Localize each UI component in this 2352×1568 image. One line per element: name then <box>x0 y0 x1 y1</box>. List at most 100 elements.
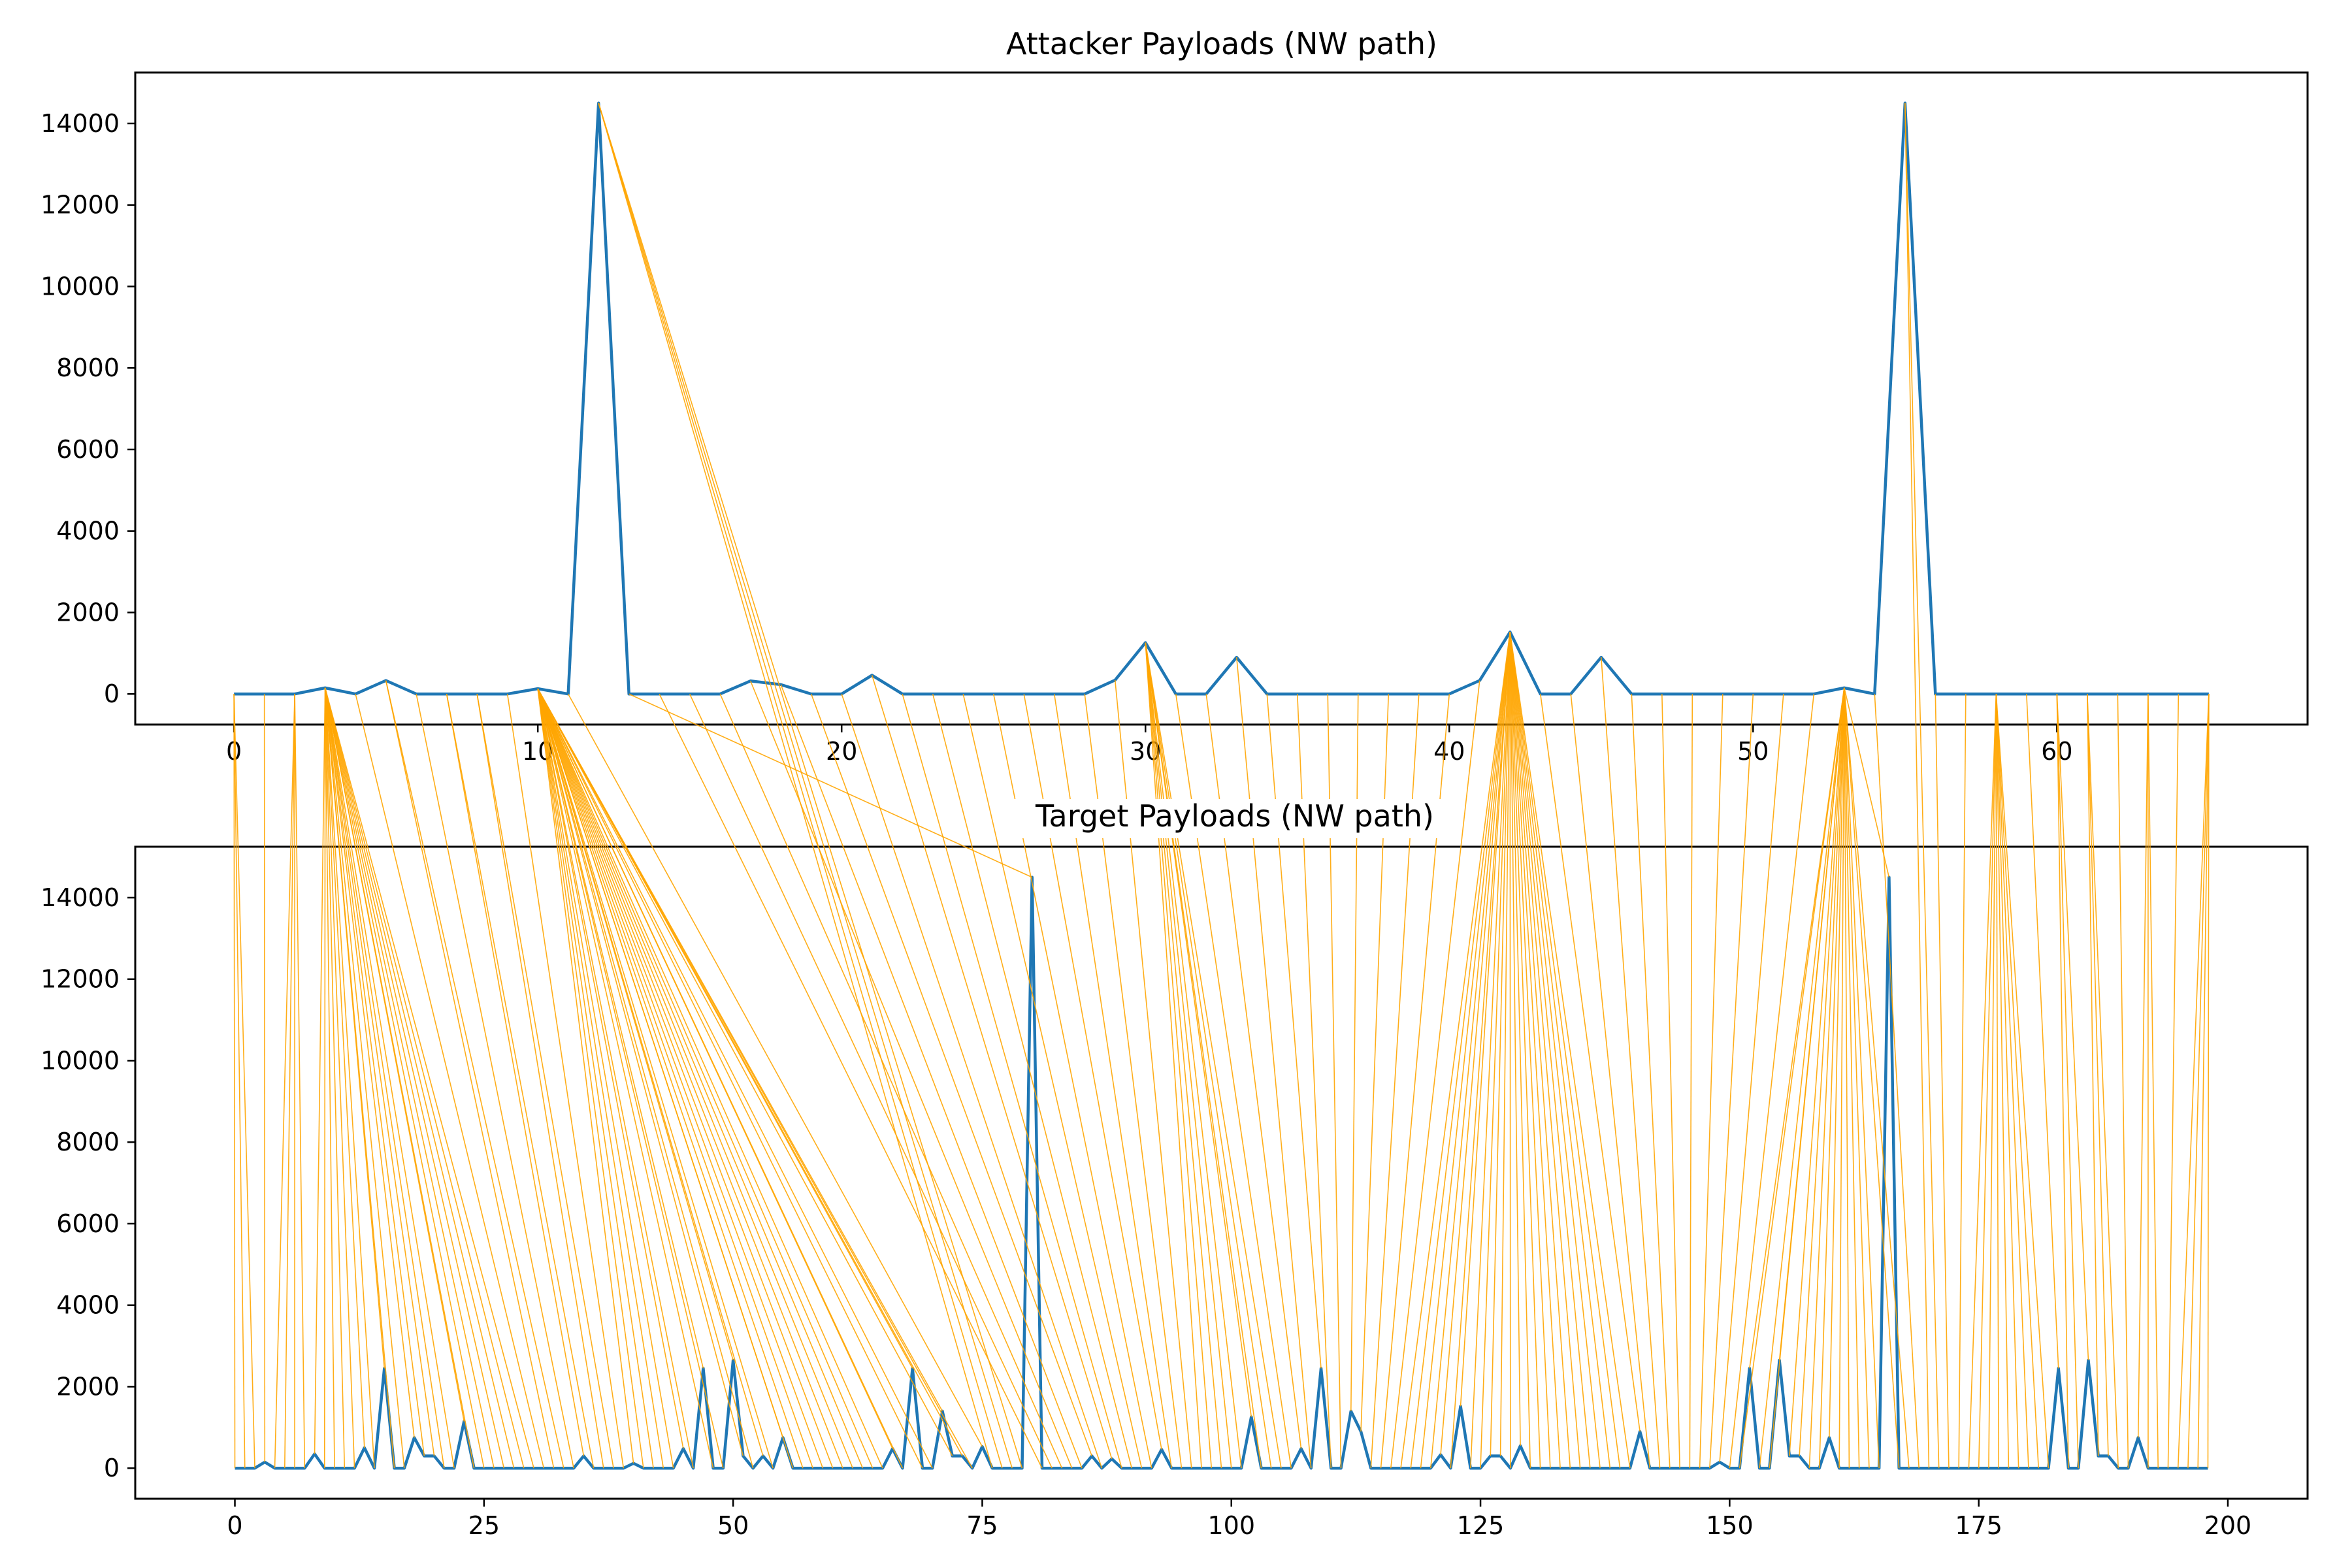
alignment-connector <box>324 687 395 1469</box>
target-x-tick-label: 150 <box>1706 1511 1754 1540</box>
alignment-connector <box>1729 694 1815 1469</box>
alignment-connector <box>749 680 1073 1469</box>
alignment-connector <box>2197 694 2210 1469</box>
alignment-connector <box>1844 687 1850 1469</box>
alignment-connector <box>324 687 375 1469</box>
target-y-tick-label: 4000 <box>56 1291 120 1320</box>
alignment-connector <box>1799 687 1845 1456</box>
target-plot-title: Target Payloads (NW path) <box>1035 798 1434 834</box>
alignment-connector <box>324 687 495 1469</box>
alignment-connector <box>324 687 355 1469</box>
attacker-series-layer <box>234 101 2209 696</box>
target-y-tick-label: 0 <box>104 1454 120 1482</box>
alignment-connector <box>324 687 455 1469</box>
alignment-connector <box>1978 694 1997 1469</box>
alignment-connector <box>1988 694 1997 1469</box>
alignment-connector <box>537 688 904 1469</box>
alignment-connector <box>1400 632 1511 1469</box>
alignment-connector <box>1995 694 2039 1469</box>
alignment-connector <box>537 688 813 1469</box>
alignment-connector <box>385 680 555 1469</box>
alignment-connector <box>1935 694 1950 1469</box>
alignment-connector <box>1509 632 1531 1469</box>
alignment-connector <box>324 687 505 1469</box>
alignment-connector <box>324 687 534 1469</box>
alignment-connector <box>537 688 694 1469</box>
target-x-tick-label: 75 <box>966 1511 998 1540</box>
alignment-connector <box>1440 632 1511 1455</box>
alignment-connector <box>1689 694 1693 1469</box>
alignment-connector <box>1509 632 1591 1469</box>
alignment-connector <box>1410 632 1511 1469</box>
alignment-connector <box>932 694 1133 1469</box>
alignment-connector <box>537 688 754 1469</box>
alignment-connector <box>567 693 983 1447</box>
alignment-connector <box>1509 632 1551 1469</box>
alignment-connector <box>324 687 405 1469</box>
alignment-connector <box>294 694 306 1469</box>
alignment-connector <box>1739 687 1845 1469</box>
target-y-tick-label: 6000 <box>56 1209 120 1238</box>
alignment-connector <box>1509 632 1601 1469</box>
alignment-connector <box>324 687 485 1469</box>
alignment-connector <box>1509 632 1581 1469</box>
alignment-connector <box>1470 632 1511 1469</box>
alignment-connector <box>1995 694 2019 1469</box>
target-x-tick-label: 200 <box>2204 1511 2252 1540</box>
alignment-connector <box>537 688 724 1469</box>
alignment-connector <box>537 689 634 1463</box>
alignment-connector <box>506 694 625 1469</box>
alignment-connector <box>476 694 614 1469</box>
alignment-connector <box>2087 694 2119 1469</box>
alignment-connector <box>537 688 764 1456</box>
alignment-connector <box>1480 632 1511 1469</box>
target-y-tick-label: 8000 <box>56 1128 120 1156</box>
target-y-tick-label: 12000 <box>41 965 120 994</box>
alignment-connector <box>1995 694 2050 1469</box>
target-x-tick-label: 125 <box>1457 1511 1505 1540</box>
alignment-connector <box>1509 632 1631 1469</box>
alignment-connector <box>962 694 1143 1469</box>
alignment-connector <box>1235 657 1312 1469</box>
alignment-connector <box>2087 694 2099 1456</box>
alignment-connector <box>324 687 525 1469</box>
alignment-connector <box>1844 687 1880 1469</box>
alignment-connector <box>1570 694 1651 1469</box>
alignment-connector <box>537 688 824 1469</box>
target-plot-frame <box>134 845 2309 1500</box>
alignment-connector <box>324 687 435 1456</box>
alignment-connector <box>598 103 993 1469</box>
alignment-connector <box>537 688 674 1469</box>
alignment-connector <box>902 694 1122 1469</box>
alignment-connector <box>537 688 744 1456</box>
alignment-connector <box>1958 694 1967 1469</box>
alignment-connector <box>2026 694 2059 1369</box>
attacker-y-tick-label: 6000 <box>56 435 120 464</box>
target-x-tick-label: 50 <box>717 1511 749 1540</box>
target-y-tick-label: 10000 <box>41 1046 120 1075</box>
alignment-connector <box>1844 687 1870 1469</box>
alignment-connector <box>355 694 545 1469</box>
alignment-connector <box>537 688 774 1469</box>
alignment-connector <box>810 693 1092 1456</box>
alignment-connector <box>629 693 1033 878</box>
alignment-connector <box>1145 642 1232 1469</box>
alignment-connector <box>284 694 295 1469</box>
alignment-connector <box>537 688 714 1469</box>
alignment-connector <box>1145 642 1272 1469</box>
alignment-connector <box>1430 632 1511 1469</box>
alignment-connector <box>2167 694 2180 1469</box>
attacker-y-tick-label: 12000 <box>41 191 120 220</box>
alignment-connector <box>598 103 1003 1469</box>
alignment-connector <box>537 688 794 1469</box>
alignment-connector <box>324 687 475 1469</box>
alignment-connector <box>446 694 595 1469</box>
attacker-y-tick-label: 10000 <box>41 272 120 301</box>
alignment-connector <box>1789 687 1845 1456</box>
alignment-connector <box>537 688 853 1469</box>
alignment-connector <box>1145 642 1222 1469</box>
attacker-plot-title: Attacker Payloads (NW path) <box>1006 26 1437 61</box>
attacker-y-tick-label: 2000 <box>56 598 120 627</box>
attacker-y-tick-label: 14000 <box>41 109 120 138</box>
